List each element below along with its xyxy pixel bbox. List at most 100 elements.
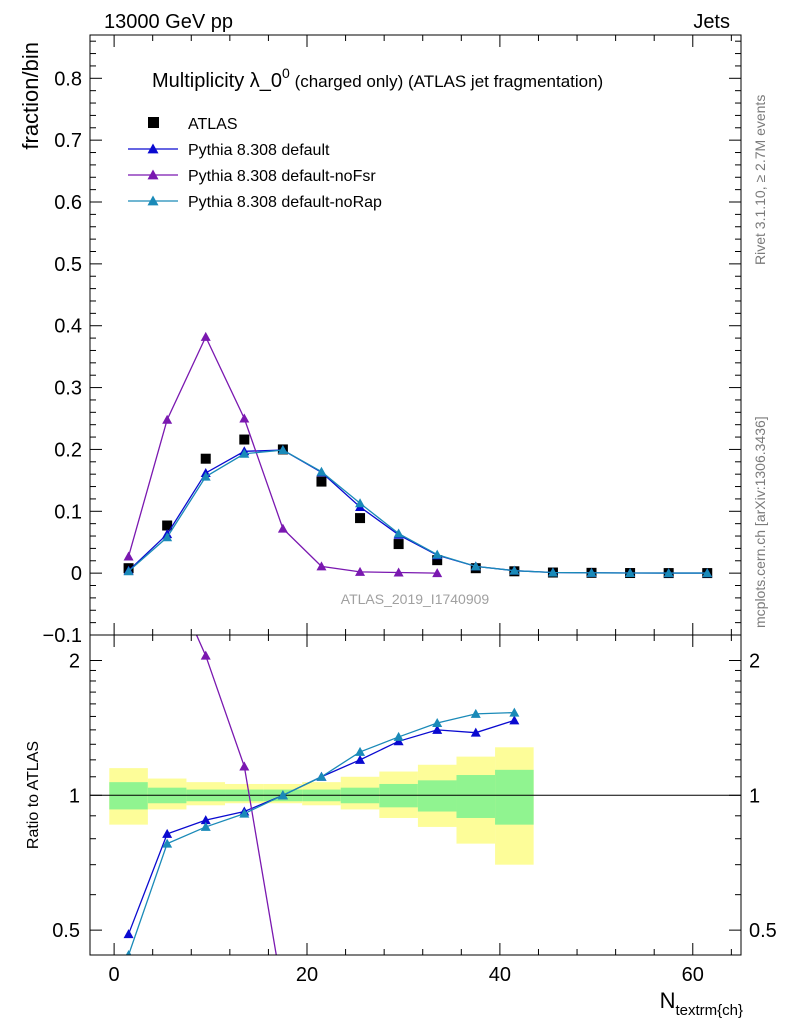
legend-marker xyxy=(147,195,159,206)
series-point-3 xyxy=(470,561,481,571)
inner-uncertainty-band xyxy=(495,769,534,825)
series-point-3 xyxy=(316,466,327,476)
series-line-2 xyxy=(127,335,438,574)
plot-title-rest: (charged only) (ATLAS jet fragmentation) xyxy=(290,72,603,91)
x-axis-title: Ntextrm{ch} xyxy=(660,988,743,1019)
y-axis-title: fraction/bin xyxy=(18,42,43,150)
atlas-data-point xyxy=(432,555,443,566)
series-point-3 xyxy=(239,448,250,458)
series-point-3 xyxy=(509,565,520,575)
plot-title-main: Multiplicity λ_0 xyxy=(152,70,282,92)
legend-label: Pythia 8.308 default xyxy=(188,142,330,159)
ratio-point-0 xyxy=(355,754,366,764)
atlas-data-point xyxy=(316,476,327,487)
y-tick-label: 0 xyxy=(71,563,82,585)
atlas-data-point xyxy=(355,513,366,524)
series-line-3 xyxy=(128,449,708,574)
ratio-point-2 xyxy=(316,771,327,781)
series-point-3 xyxy=(200,471,211,481)
series-point-3 xyxy=(277,445,288,455)
ratio-y-tick-label-right: 2 xyxy=(749,650,760,672)
plot-title: Multiplicity λ_00 (charged only) (ATLAS … xyxy=(152,65,603,92)
ratio-point-2 xyxy=(470,708,481,718)
x-axis-title-sub: textrm{ch} xyxy=(675,1002,743,1019)
rivet-version-label: Rivet 3.1.10, ≥ 2.7M events xyxy=(752,95,768,265)
series-point-3 xyxy=(547,567,558,577)
y-tick-label: −0.1 xyxy=(43,625,82,647)
atlas-data-point xyxy=(239,434,250,445)
ratio-point-2 xyxy=(432,718,443,728)
atlas-data-point xyxy=(393,539,404,550)
y-tick-label: 0.4 xyxy=(54,316,82,338)
series-point-2 xyxy=(162,414,173,424)
series-point-3 xyxy=(355,498,366,508)
y-tick-label: 0.3 xyxy=(54,378,82,400)
series-point-3 xyxy=(702,568,713,578)
inner-uncertainty-band xyxy=(417,780,457,812)
series-point-2 xyxy=(277,523,288,533)
ratio-y-tick-label: 1 xyxy=(69,785,80,807)
legend-marker xyxy=(147,169,159,180)
ratio-point-2 xyxy=(509,707,520,717)
x-tick-label: 40 xyxy=(489,964,511,986)
series-point-3 xyxy=(393,528,404,538)
series-point-2 xyxy=(432,568,443,578)
inner-uncertainty-band xyxy=(456,775,496,818)
series-point-2 xyxy=(200,331,211,341)
ratio-point-2 xyxy=(393,731,404,741)
header-left: 13000 GeV pp xyxy=(104,11,233,33)
series-point-2 xyxy=(123,551,134,561)
ratio-point-1 xyxy=(239,761,250,771)
legend-label: Pythia 8.308 default-noRap xyxy=(188,194,382,211)
series-point-3 xyxy=(625,568,636,578)
mcplots-label: mcplots.cern.ch [arXiv:1306.3436] xyxy=(752,416,768,628)
y-tick-label: 0.6 xyxy=(54,192,82,214)
legend-label: Pythia 8.308 default-noFsr xyxy=(188,168,376,185)
ratio-point-2 xyxy=(200,821,211,831)
legend-marker-atlas xyxy=(148,117,159,128)
ratio-point-2 xyxy=(355,746,366,756)
y-tick-label: 0.5 xyxy=(54,254,82,276)
ratio-point-0 xyxy=(470,727,481,737)
atlas-data-point xyxy=(200,453,211,464)
header-right: Jets xyxy=(693,11,730,33)
legend-marker xyxy=(147,143,159,154)
x-tick-label: 20 xyxy=(296,964,318,986)
ratio-y-tick-label-right: 1 xyxy=(749,785,760,807)
ratio-point-1 xyxy=(200,650,211,660)
ratio-point-0 xyxy=(432,724,443,734)
ratio-y-tick-label: 2 xyxy=(69,650,80,672)
x-axis-title-main: N xyxy=(660,988,676,1013)
y-tick-label: 0.8 xyxy=(54,68,82,90)
series-point-2 xyxy=(316,561,327,571)
ratio-point-2 xyxy=(162,838,173,848)
series-point-3 xyxy=(123,566,134,576)
ratio-line-1 xyxy=(195,635,277,955)
series-point-3 xyxy=(162,532,173,542)
series-point-3 xyxy=(432,549,443,559)
ratio-point-0 xyxy=(200,815,211,825)
main-plot-panel: −0.1 0 0.1 0.2 0.3 0.4 0.5 0.6 0.7 0.8 fraction/b… xyxy=(18,34,742,647)
ratio-point-2 xyxy=(277,790,288,800)
ratio-point-2 xyxy=(125,950,132,955)
series-point-2 xyxy=(355,566,366,576)
atlas-data-point xyxy=(162,520,173,531)
y-tick-label: 0.2 xyxy=(54,439,82,461)
ratio-point-0 xyxy=(162,828,173,838)
ratio-y-tick-label-right: 0.5 xyxy=(749,920,777,942)
ratio-y-axis-title: Ratio to ATLAS xyxy=(25,741,42,849)
analysis-watermark: ATLAS_2019_I1740909 xyxy=(341,591,490,607)
series-point-2 xyxy=(393,567,404,577)
series-point-3 xyxy=(586,567,597,577)
legend: ATLAS Pythia 8.308 default Pythia 8.308 de… xyxy=(128,116,382,211)
series-point-2 xyxy=(239,413,250,423)
ratio-y-tick-label: 0.5 xyxy=(52,920,80,942)
ratio-point-2 xyxy=(239,808,250,818)
ratio-point-0 xyxy=(123,929,134,939)
ratio-point-0 xyxy=(509,715,520,725)
ratio-plot-panel: 0.5 0.51 12 20 20 40 60 Ratio to ATLAS Ntextrm… xyxy=(25,634,777,1019)
ratio-series-group xyxy=(123,635,520,955)
x-tick-label: 0 xyxy=(109,964,120,986)
y-tick-label: 0.7 xyxy=(54,130,82,152)
series-line-1 xyxy=(128,449,708,574)
